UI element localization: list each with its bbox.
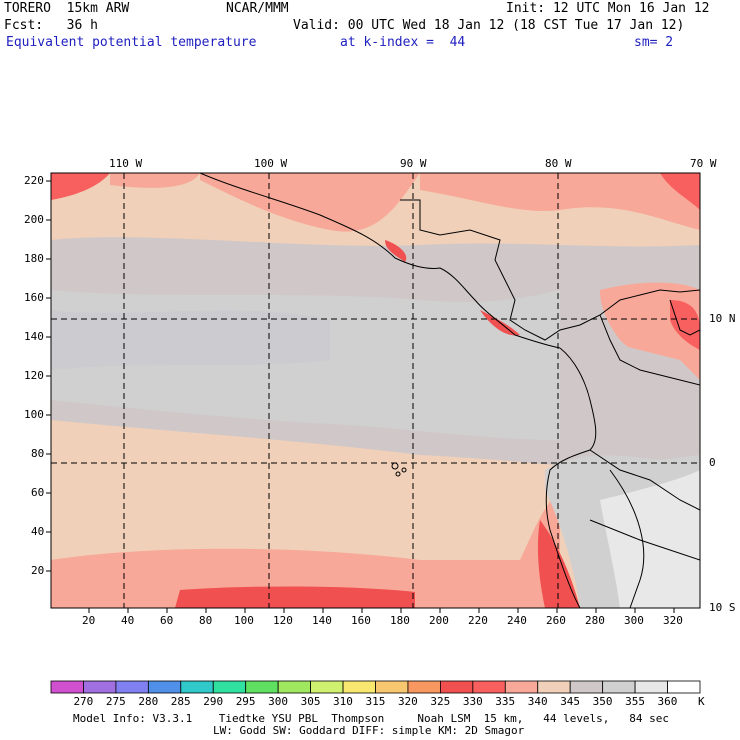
lat-label-10n: 10 N	[709, 312, 736, 325]
colorbar-swatch	[634, 680, 668, 694]
colorbar-swatch	[537, 680, 571, 694]
y-tick: 200	[24, 213, 44, 226]
lat-label-10s: 10 S	[709, 601, 736, 614]
theta-e-field	[51, 173, 700, 608]
x-tick: 60	[160, 614, 174, 627]
lon-label-70w: 70 W	[690, 157, 717, 170]
physics-info: LW: Godd SW: Goddard DIFF: simple KM: 2D…	[213, 724, 525, 737]
colorbar-level-label: 335	[495, 695, 516, 708]
org-label: NCAR/MMM	[226, 1, 289, 16]
lon-label-90w: 90 W	[400, 157, 427, 170]
x-tick: 20	[82, 614, 96, 627]
colorbar-level-label: 305	[300, 695, 321, 708]
field-name: Equivalent potential temperature	[6, 35, 257, 50]
colorbar-level-label: 360	[657, 695, 678, 708]
y-tick: 40	[31, 525, 45, 538]
y-tick: 220	[24, 174, 44, 187]
init-time: Init: 12 UTC Mon 16 Jan 12	[506, 1, 710, 16]
colorbar-unit: K	[698, 695, 705, 708]
y-tick: 60	[31, 486, 45, 499]
y-tick: 80	[31, 447, 45, 460]
colorbar-swatch	[147, 680, 182, 694]
lat-label-0: 0	[709, 456, 716, 469]
colorbar-level-label: 300	[268, 695, 289, 708]
colorbar-swatch	[407, 680, 441, 694]
lon-label-100w: 100 W	[254, 157, 288, 170]
lon-label-110w: 110 W	[109, 157, 143, 170]
axis-ticks	[46, 180, 675, 613]
x-tick: 280	[585, 614, 605, 627]
y-tick: 120	[24, 369, 44, 382]
forecast-hour: Fcst: 36 h	[4, 18, 98, 33]
colorbar	[50, 680, 701, 694]
x-tick: 260	[546, 614, 566, 627]
valid-time: Valid: 00 UTC Wed 18 Jan 12 (18 CST Tue …	[293, 18, 685, 33]
colorbar-swatch	[667, 680, 701, 694]
colorbar-level-label: 295	[235, 695, 256, 708]
colorbar-level-label: 270	[73, 695, 94, 708]
colorbar-swatch	[180, 680, 214, 694]
lon-label-80w: 80 W	[545, 157, 572, 170]
colorbar-level-label: 330	[462, 695, 483, 708]
graticule	[51, 173, 700, 608]
x-tick: 120	[273, 614, 293, 627]
model-info: Model Info: V3.3.1 Tiedtke YSU PBL Thomp…	[73, 712, 670, 725]
colorbar-swatch	[50, 680, 84, 694]
colorbar-swatch	[212, 680, 247, 694]
smoothing-info: sm= 2	[634, 35, 674, 50]
colorbar-swatch	[439, 680, 474, 694]
x-tick: 160	[351, 614, 371, 627]
y-tick: 180	[24, 252, 44, 265]
x-tick: 220	[468, 614, 488, 627]
colorbar-swatch	[504, 680, 539, 694]
x-tick: 180	[390, 614, 410, 627]
y-tick: 100	[24, 408, 44, 421]
colorbar-swatch	[245, 680, 279, 694]
colorbar-swatch	[472, 680, 506, 694]
colorbar-level-label: 315	[365, 695, 386, 708]
x-tick: 100	[234, 614, 254, 627]
y-tick: 140	[24, 330, 44, 343]
colorbar-level-label: 275	[105, 695, 126, 708]
x-tick: 240	[507, 614, 527, 627]
colorbar-swatch	[375, 680, 409, 694]
x-tick: 300	[624, 614, 644, 627]
colorbar-level-label: 325	[430, 695, 451, 708]
x-tick: 200	[429, 614, 449, 627]
colorbar-level-label: 355	[625, 695, 645, 708]
colorbar-level-label: 280	[138, 695, 159, 708]
x-tick: 40	[121, 614, 135, 627]
x-tick: 80	[199, 614, 213, 627]
colorbar-swatch	[310, 680, 344, 694]
colorbar-level-label: 350	[592, 695, 613, 708]
colorbar-level-label: 340	[527, 695, 548, 708]
colorbar-swatch	[277, 680, 311, 694]
colorbar-level-label: 345	[560, 695, 581, 708]
colorbar-swatch	[115, 680, 149, 694]
x-tick: 320	[663, 614, 683, 627]
x-tick: 140	[312, 614, 332, 627]
level-info: at k-index = 44	[340, 35, 466, 50]
y-tick: 20	[31, 564, 45, 577]
colorbar-level-label: 285	[170, 695, 191, 708]
colorbar-level-label: 310	[333, 695, 353, 708]
y-tick: 160	[24, 291, 44, 304]
colorbar-swatch	[342, 680, 376, 694]
colorbar-swatch	[602, 680, 636, 694]
model-title: TORERO 15km ARW	[4, 1, 130, 16]
coastlines	[199, 173, 700, 608]
colorbar-level-label: 320	[397, 695, 418, 708]
colorbar-level-label: 290	[203, 695, 224, 708]
colorbar-swatch	[569, 680, 604, 694]
colorbar-swatch	[83, 680, 117, 694]
map-frame	[50, 172, 701, 609]
